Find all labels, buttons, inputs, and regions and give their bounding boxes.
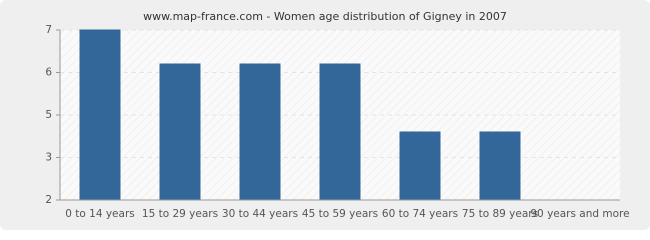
y-tick-label: 6 xyxy=(45,67,52,79)
page: www.map-france.com - Women age distribut… xyxy=(0,0,650,230)
chart-title: www.map-france.com - Women age distribut… xyxy=(143,10,507,23)
bar xyxy=(399,131,441,201)
bar xyxy=(159,63,201,201)
x-tick-label: 15 to 29 years xyxy=(142,208,218,220)
x-tick-label: 30 to 44 years xyxy=(222,208,298,220)
y-tick-label: 7 xyxy=(45,24,52,36)
x-tick-label: 75 to 89 years xyxy=(462,208,538,220)
y-tick-label: 5 xyxy=(45,109,52,121)
x-tick-label: 90 years and more xyxy=(530,208,629,220)
x-tick-label: 60 to 74 years xyxy=(382,208,458,220)
x-tick-label: 0 to 14 years xyxy=(65,208,135,220)
bar xyxy=(239,63,281,201)
y-tick-label: 2 xyxy=(45,194,52,206)
x-tick-label: 45 to 59 years xyxy=(302,208,378,220)
y-tick-label: 3 xyxy=(45,152,52,164)
bar xyxy=(479,131,521,201)
chart: www.map-france.com - Women age distribut… xyxy=(0,0,650,230)
bar xyxy=(79,29,121,201)
bar xyxy=(319,63,361,201)
